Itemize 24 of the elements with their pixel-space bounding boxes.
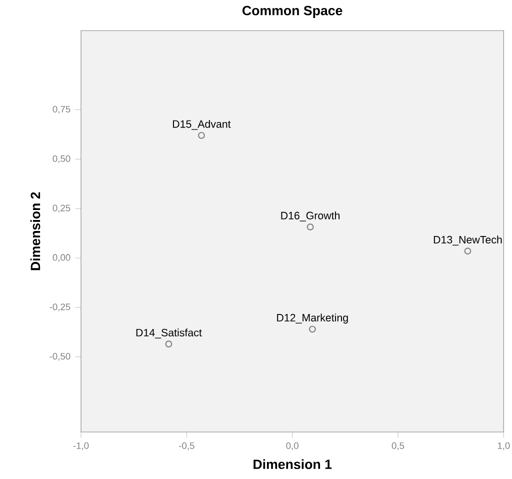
x-tick-label: -0,5: [179, 442, 194, 450]
y-tick-label: 0,75: [52, 106, 70, 114]
y-tick-label: -0,50: [50, 353, 70, 361]
x-tick-label: 0,5: [392, 442, 404, 450]
y-tick-label: 0,00: [52, 254, 70, 262]
x-tick-label: 0,0: [286, 442, 298, 450]
point: [464, 248, 472, 255]
annotation: D14_Satisfact: [136, 328, 202, 338]
point: [198, 132, 205, 139]
annotation: D13_NewTech: [434, 236, 502, 246]
x-tick-label: 1,0: [498, 442, 510, 450]
point: [308, 326, 316, 333]
x-axis-title: Dimension 1: [254, 459, 332, 470]
y-tick-label: 0,25: [52, 204, 70, 212]
y-axis-title: Dimension 2: [30, 192, 40, 270]
point: [165, 340, 172, 348]
y-tick-label: 0,50: [52, 155, 70, 164]
point: [306, 224, 314, 230]
x-tick-label: -1,0: [73, 442, 89, 450]
annotation: D15_Advant: [172, 120, 231, 130]
annotation: D16_Growth: [281, 212, 340, 222]
annotation: D12_Marketing: [277, 314, 348, 324]
chart-title: Common Space: [242, 6, 342, 18]
y-tick-label: -0,25: [50, 304, 70, 312]
